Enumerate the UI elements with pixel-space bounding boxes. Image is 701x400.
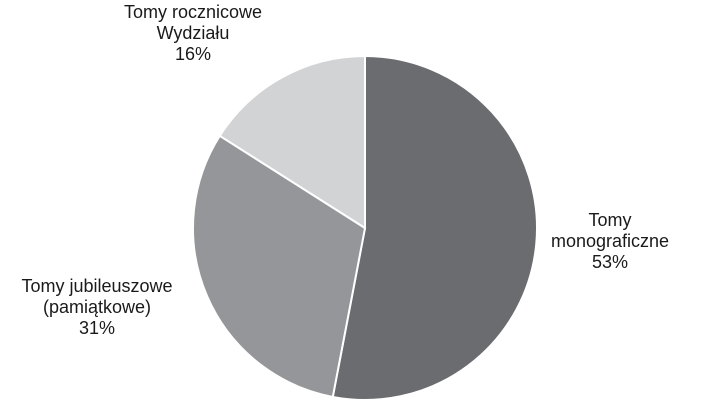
slices-layer: [192, 54, 539, 400]
slice-name-line: monograficzne: [551, 231, 669, 251]
slice-value-label: 31%: [79, 318, 115, 338]
slice-label-jubileuszowe: Tomy jubileuszowe(pamiątkowe)31%: [21, 276, 172, 338]
slice-name-line: Wydziału: [157, 23, 230, 43]
pie-slice-monograficzne: [331, 54, 539, 400]
slice-value-label: 16%: [175, 44, 211, 64]
slice-name-line: Tomy: [588, 210, 631, 230]
slice-value-label: 53%: [592, 252, 628, 272]
pie-slice-rocznicowe: [218, 54, 366, 230]
slice-name-line: Tomy rocznicowe: [124, 2, 262, 22]
slice-name-line: Tomy jubileuszowe: [21, 276, 172, 296]
slice-name-line: (pamiątkowe): [43, 297, 151, 317]
